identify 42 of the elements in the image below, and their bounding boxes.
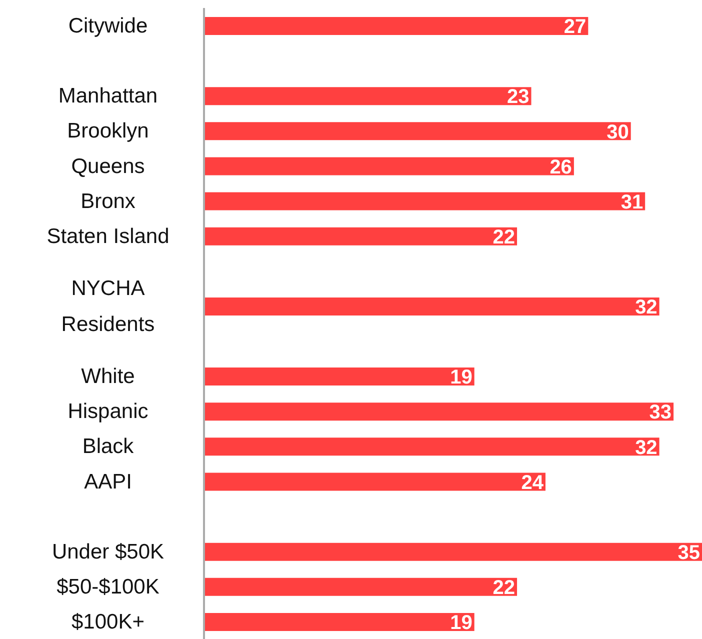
data-label: 26: [550, 156, 572, 178]
y-tick-label: AAPI: [84, 470, 132, 493]
data-label: 35: [678, 542, 700, 564]
bar: [204, 17, 588, 35]
bar: [204, 368, 474, 386]
bar: [204, 612, 474, 631]
data-label: 32: [635, 436, 658, 459]
bar: [204, 227, 518, 246]
data-label: 22: [492, 226, 516, 248]
bar: [204, 297, 660, 316]
y-tick-label: $100K+: [72, 610, 144, 633]
bar: [204, 542, 702, 561]
y-tick-label: Manhattan: [58, 84, 158, 108]
y-tick-label: Staten Island: [46, 224, 170, 248]
y-tick-label: NYCHA Residents: [61, 276, 155, 336]
data-label: 24: [521, 472, 544, 494]
bar: [204, 402, 674, 421]
bar: [204, 472, 546, 491]
data-label: 33: [649, 402, 672, 424]
y-tick-label: Hispanic: [68, 400, 148, 423]
bar: [204, 192, 646, 210]
data-label: 30: [606, 121, 629, 144]
y-tick-label: Brooklyn: [67, 119, 149, 142]
bar: [204, 157, 574, 176]
y-tick-label: Bronx: [80, 189, 136, 212]
data-label: 31: [620, 191, 644, 214]
y-tick-label: $50-$100K: [56, 574, 160, 598]
bar: [204, 578, 518, 596]
bar: [204, 87, 532, 106]
bar: [204, 122, 631, 140]
data-label: 32: [635, 296, 658, 319]
data-label: 22: [492, 576, 516, 599]
bar: [204, 438, 660, 456]
y-tick-label: Black: [82, 434, 134, 458]
data-label: 23: [507, 86, 530, 108]
data-label: 27: [564, 16, 586, 38]
y-tick-label: Queens: [71, 154, 145, 178]
y-tick-label: Citywide: [68, 14, 148, 38]
data-label: 19: [450, 612, 472, 634]
y-tick-label: Under $50K: [52, 540, 164, 563]
y-tick-label: White: [81, 364, 135, 388]
data-label: 19: [450, 366, 472, 389]
